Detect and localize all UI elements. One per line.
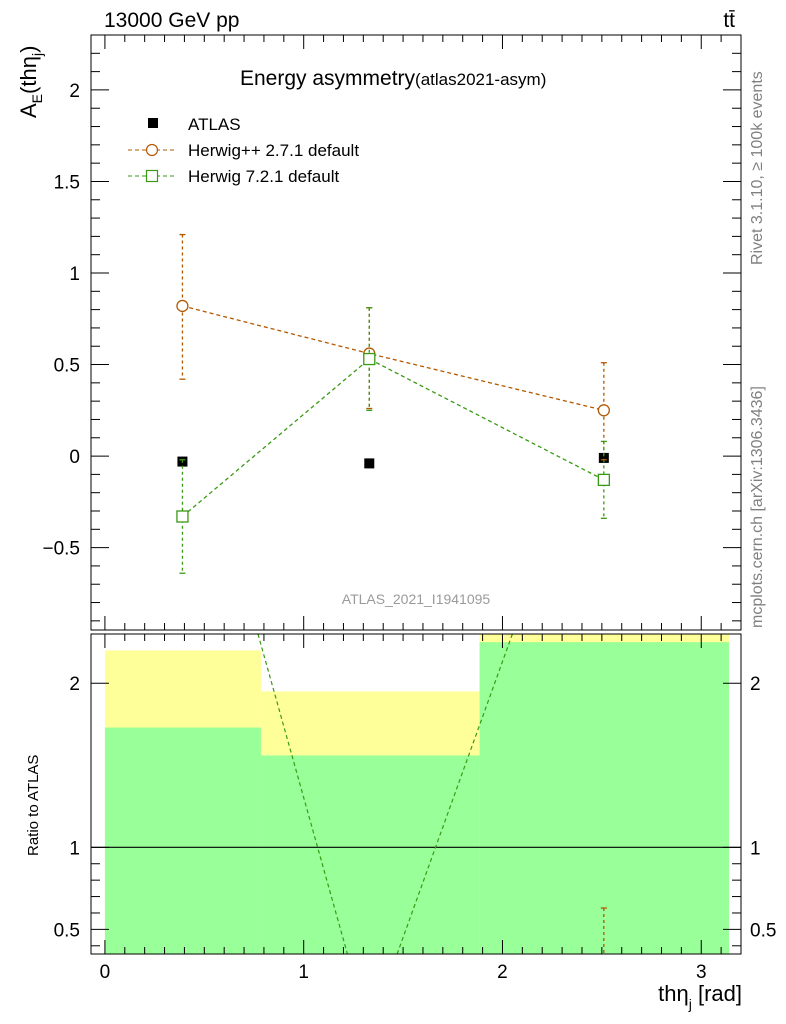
data-point: [176, 299, 189, 313]
ratio-y-tick-labels-left: 210.5: [54, 674, 80, 941]
data-point: [597, 473, 610, 487]
analysis-watermark: ATLAS_2021_I1941095: [342, 591, 491, 607]
series-line: [182, 305, 604, 411]
data-point: [598, 452, 609, 463]
chart-title: Energy asymmetry(atlas2021-asym): [240, 67, 546, 90]
legend-marker-herwig7: [145, 169, 159, 183]
ratio-panel-frame: [90, 633, 742, 955]
legend: ATLAS Herwig++ 2.7.1 default Herwig 7.2.…: [128, 115, 359, 186]
legend-label-atlas: ATLAS: [188, 115, 241, 134]
uncertainty-band-stat: [479, 642, 730, 954]
x-tick-label: 3: [696, 962, 707, 983]
legend-marker-atlas: [148, 118, 158, 128]
ratio-x-tick-labels: 0 1 2 3: [100, 962, 707, 983]
main-y-tick-label: 0.5: [54, 356, 80, 377]
main-y-tick-label: −0.5: [42, 539, 80, 560]
ratio-y-axis-label: Ratio to ATLAS: [25, 755, 42, 856]
ratio-series-line: [257, 634, 348, 954]
legend-marker-herwigpp: [145, 143, 159, 157]
ratio-y-tick-label-right: 1: [750, 838, 761, 859]
ratio-y-tick-label: 1: [69, 838, 80, 859]
ratio-panel-data: [91, 634, 741, 954]
data-point: [597, 404, 610, 417]
ratio-y-tick-label: 2: [69, 674, 80, 695]
series-line: [182, 358, 605, 517]
main-panel-data: [176, 233, 610, 574]
x-tick-label: 1: [298, 962, 309, 983]
main-y-tick-labels: 2 1.5 1 0.5 0 −0.5: [42, 81, 80, 560]
rivet-version-label: Rivet 3.1.10, ≥ 100k events: [749, 71, 766, 265]
main-panel-frame: [90, 34, 742, 631]
legend-label-herwigpp: Herwig++ 2.7.1 default: [188, 141, 359, 160]
uncertainty-band-stat: [260, 755, 480, 954]
main-y-tick-label: 2: [69, 81, 80, 102]
data-point: [176, 510, 189, 523]
ratio-y-tick-labels-right: 210.5: [750, 674, 776, 941]
ratio-series-line: [396, 634, 513, 954]
x-tick-label: 2: [497, 962, 508, 983]
legend-label-herwig7: Herwig 7.2.1 default: [188, 167, 339, 186]
ratio-panel-ticks: [91, 634, 741, 954]
main-y-axis-label: AE(thηj): [16, 46, 45, 118]
main-panel: 2 1.5 1 0.5 0 −0.5 Energy asymmetry(atlas2021…: [16, 34, 742, 631]
main-y-tick-label: 0: [69, 447, 80, 468]
x-axis-label: thηj [rad]: [658, 981, 742, 1012]
ratio-y-tick-label-right: 2: [750, 674, 761, 695]
main-y-tick-label: 1.5: [54, 172, 80, 193]
data-point: [364, 458, 375, 469]
process-label: tt̄: [723, 9, 735, 32]
ratio-y-tick-label: 0.5: [54, 920, 80, 941]
chart-title-main: Energy asymmetry: [240, 67, 416, 90]
ratio-y-tick-label-right: 0.5: [750, 920, 776, 941]
mcplots-reference-label: mcplots.cern.ch [arXiv:1306.3436]: [749, 386, 766, 628]
series-2: [176, 307, 610, 574]
data-point: [363, 352, 376, 366]
main-y-tick-label: 1: [69, 264, 80, 285]
x-tick-label: 0: [100, 962, 111, 983]
uncertainty-band-stat: [104, 727, 261, 954]
ratio-bands: [104, 634, 730, 954]
series-1: [176, 233, 610, 461]
chart-title-sub: (atlas2021-asym): [415, 70, 546, 89]
main-panel-ticks: [91, 34, 741, 630]
energy-label: 13000 GeV pp: [104, 9, 239, 32]
